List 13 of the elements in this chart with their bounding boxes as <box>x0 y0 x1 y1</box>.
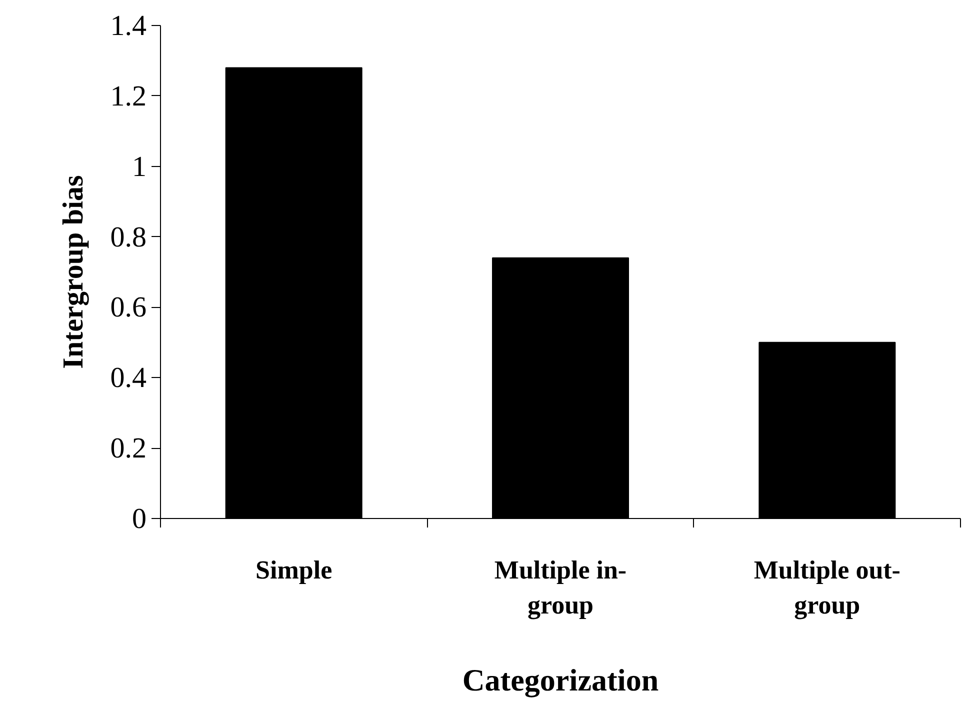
y-axis-title: Intergroup bias <box>57 175 90 369</box>
y-tick-label: 0.6 <box>110 292 146 324</box>
y-tick-label: 0.4 <box>110 362 147 394</box>
y-tick-label: 0.2 <box>110 432 146 465</box>
y-tick-label: 0 <box>132 503 146 535</box>
y-tick-label: 0.8 <box>110 221 146 254</box>
x-tick-label: Multiple out- group <box>754 556 900 620</box>
y-tick-label: 1.4 <box>110 10 147 42</box>
y-tick-label: 1 <box>132 150 146 183</box>
x-tick-label: Multiple in- group <box>494 556 627 620</box>
x-tick-label: Simple <box>256 556 332 584</box>
x-axis-title: Categorization <box>462 662 659 698</box>
y-tick-label: 1.2 <box>110 80 146 112</box>
